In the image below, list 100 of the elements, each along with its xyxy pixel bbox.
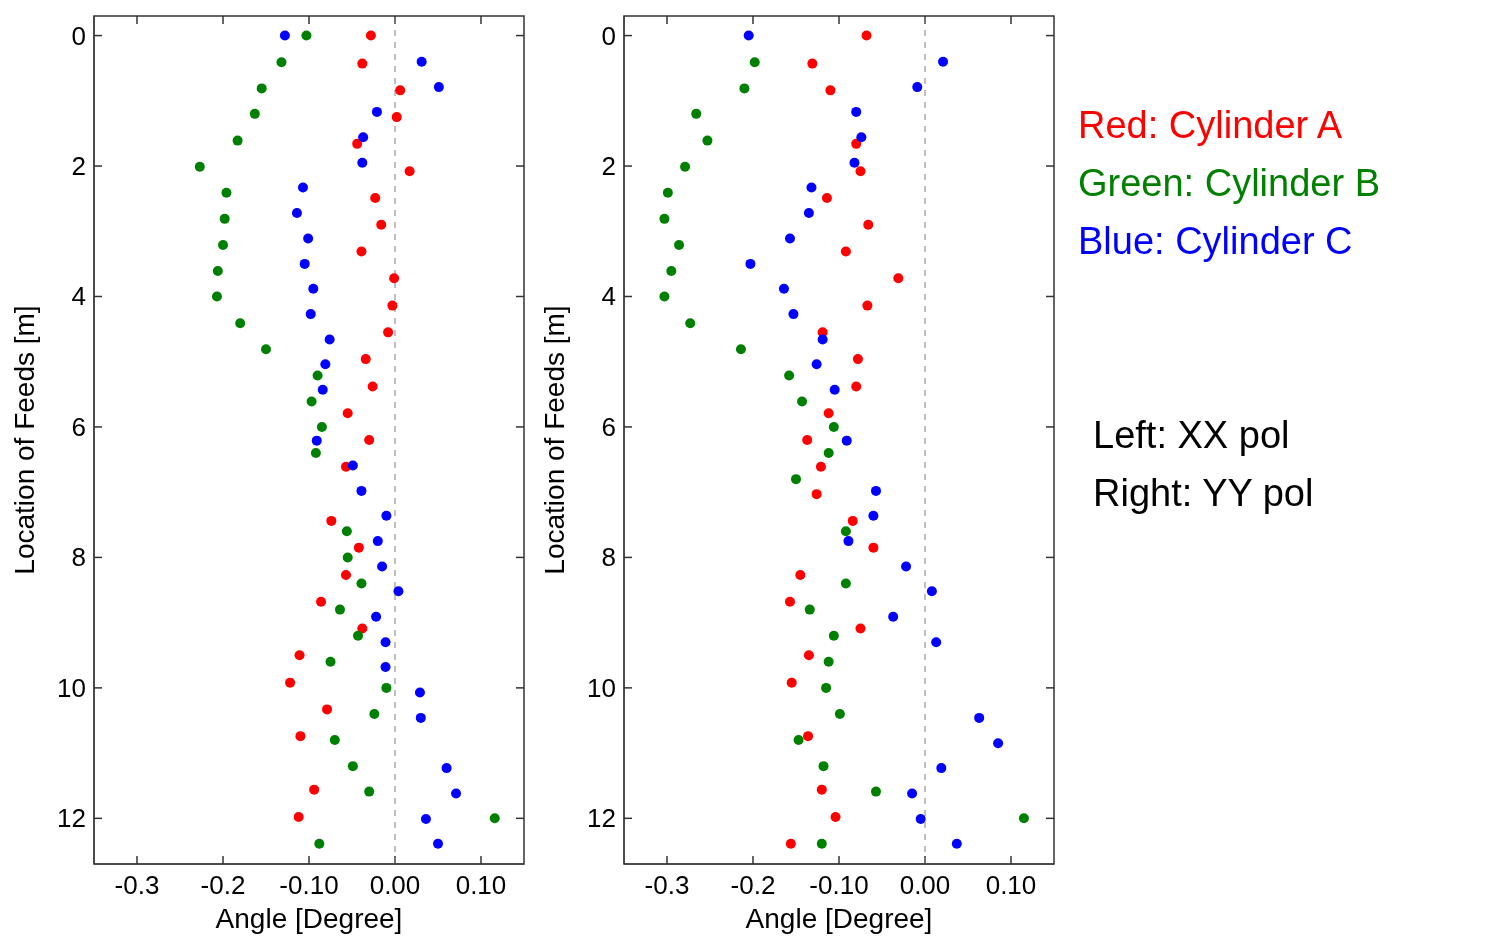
point	[381, 682, 392, 693]
point	[309, 784, 320, 795]
point	[851, 106, 862, 117]
point	[342, 552, 353, 563]
point	[855, 623, 866, 634]
point	[372, 536, 383, 547]
point	[785, 838, 796, 849]
point	[778, 283, 789, 294]
x-tick-label: -0.10	[279, 870, 339, 900]
point	[912, 82, 923, 93]
point	[825, 85, 836, 96]
point	[1018, 813, 1029, 824]
y-tick-label: 0	[601, 20, 616, 51]
point	[901, 561, 912, 572]
point	[685, 318, 696, 329]
point	[371, 106, 382, 117]
point	[395, 85, 406, 96]
point	[297, 182, 308, 193]
point	[377, 561, 388, 572]
point	[791, 474, 801, 485]
point	[416, 56, 427, 67]
point	[285, 677, 296, 688]
point	[329, 735, 340, 746]
point	[316, 421, 327, 432]
point	[381, 510, 392, 521]
point	[235, 318, 246, 329]
x-tick-label: 0.00	[369, 870, 421, 900]
y-tick-label: 12	[587, 803, 616, 834]
y-axis-title: Location of Feeds [m]	[538, 305, 570, 575]
point	[797, 396, 808, 407]
point	[743, 30, 754, 41]
text: Blue: Cylinder C	[1078, 219, 1354, 264]
point	[938, 56, 949, 67]
point	[829, 384, 840, 395]
point	[340, 570, 351, 581]
point	[404, 166, 415, 177]
point	[389, 273, 400, 284]
point	[218, 239, 228, 250]
point	[357, 157, 368, 168]
point	[807, 58, 818, 69]
text: Red: Cylinder A	[1078, 103, 1343, 148]
point	[358, 132, 369, 143]
point	[834, 708, 845, 719]
point	[414, 687, 425, 698]
point	[855, 166, 866, 177]
point	[828, 421, 839, 432]
x-tick-label: 0.00	[899, 870, 951, 900]
point	[232, 135, 243, 146]
text: Right: YY pol	[1093, 471, 1314, 516]
x-tick-label: -0.2	[200, 870, 246, 900]
point	[353, 542, 364, 553]
point	[691, 108, 702, 119]
point	[353, 630, 364, 641]
y-tick-label: 4	[601, 281, 616, 312]
point	[306, 396, 317, 407]
point	[347, 761, 358, 772]
point	[784, 370, 795, 381]
point	[334, 604, 345, 615]
point	[356, 485, 367, 496]
point	[784, 233, 795, 244]
point	[365, 30, 376, 41]
point	[294, 650, 305, 661]
point	[811, 359, 822, 370]
point	[249, 108, 260, 119]
y-tick-label: 8	[601, 542, 616, 573]
point	[391, 112, 402, 123]
point	[380, 637, 391, 648]
point	[802, 435, 813, 445]
point	[702, 135, 713, 146]
y-tick-label: 0	[71, 20, 86, 51]
point	[305, 309, 316, 320]
point	[936, 763, 947, 774]
point	[870, 485, 881, 496]
point	[383, 327, 394, 338]
point	[993, 738, 1004, 749]
point	[341, 526, 352, 537]
point	[915, 813, 926, 824]
point	[863, 219, 874, 230]
point	[420, 813, 431, 824]
point	[376, 219, 387, 230]
point	[312, 370, 323, 381]
point	[803, 731, 814, 742]
point	[662, 187, 673, 198]
point	[856, 132, 867, 143]
point	[451, 788, 462, 799]
y-tick-label: 2	[601, 151, 616, 182]
y-axis-title: Location of Feeds [m]	[8, 305, 40, 575]
point	[828, 630, 839, 641]
point	[823, 448, 834, 459]
point	[821, 192, 832, 203]
point	[415, 712, 426, 723]
x-tick-label: -0.3	[644, 870, 690, 900]
point	[974, 712, 985, 723]
x-axis-title: Angle [Degree]	[745, 903, 933, 934]
point	[326, 515, 337, 526]
point	[666, 266, 677, 277]
point	[360, 354, 371, 365]
point	[194, 161, 205, 172]
x-tick-label: -0.3	[114, 870, 160, 900]
point	[680, 161, 691, 172]
